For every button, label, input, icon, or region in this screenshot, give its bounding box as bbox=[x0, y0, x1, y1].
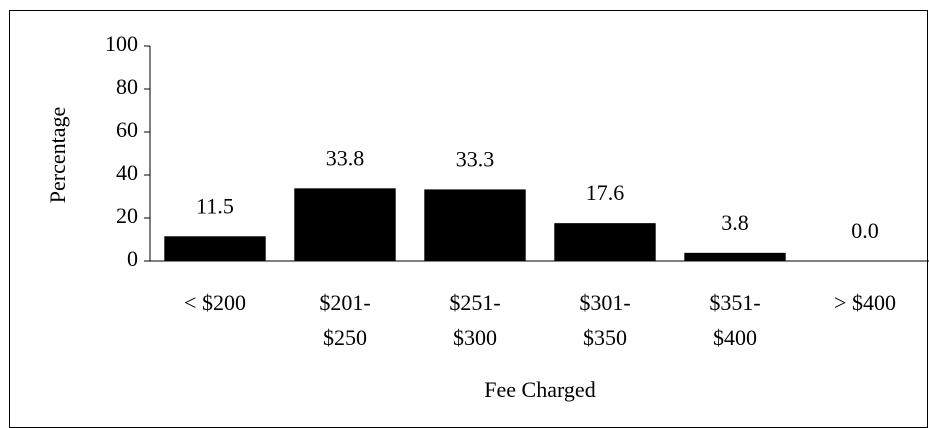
bar bbox=[684, 252, 786, 261]
x-axis-label: Fee Charged bbox=[484, 377, 595, 402]
bar bbox=[424, 189, 526, 261]
x-tick-label: < $200 bbox=[184, 290, 246, 315]
y-tick-label: 20 bbox=[116, 203, 138, 228]
bar bbox=[554, 223, 656, 261]
value-label: 3.8 bbox=[721, 210, 749, 235]
y-tick-label: 60 bbox=[116, 117, 138, 142]
value-label: 17.6 bbox=[586, 180, 625, 205]
x-tick-label: > $400 bbox=[834, 290, 896, 315]
value-label: 33.3 bbox=[456, 146, 495, 171]
value-label: 0.0 bbox=[851, 218, 879, 243]
x-tick-label: $301-$350 bbox=[579, 290, 630, 350]
y-tick-label: 100 bbox=[105, 31, 138, 56]
value-label: 11.5 bbox=[196, 193, 234, 218]
y-axis-label: Percentage bbox=[45, 107, 70, 204]
value-label: 33.8 bbox=[326, 145, 365, 170]
bar bbox=[294, 188, 396, 261]
bar bbox=[164, 236, 266, 261]
x-tick-label: $351-$400 bbox=[709, 290, 760, 350]
y-tick-label: 40 bbox=[116, 160, 138, 185]
y-tick-label: 0 bbox=[127, 246, 138, 271]
y-tick-label: 80 bbox=[116, 74, 138, 99]
x-tick-label: $251-$300 bbox=[449, 290, 500, 350]
x-tick-label: $201-$250 bbox=[319, 290, 370, 350]
